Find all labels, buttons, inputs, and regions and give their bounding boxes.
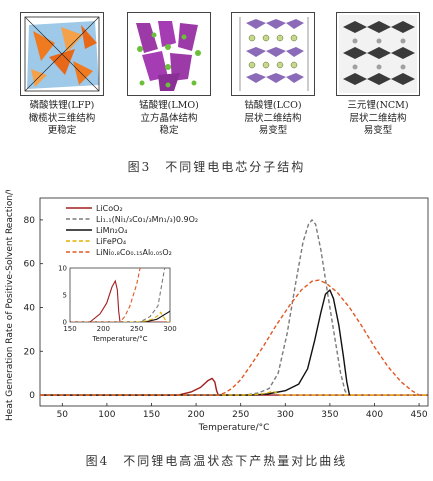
x-tick-label: 200 xyxy=(187,410,204,420)
lfp-name: 磷酸铁锂(LFP) xyxy=(29,100,95,111)
x-tick-label: 300 xyxy=(277,410,294,420)
x-tick-label: 50 xyxy=(57,410,69,420)
heat-generation-chart: 50 100 150 200 250 300 350 400 450020406080Tempe… xyxy=(5,190,429,433)
y-tick-label: 40 xyxy=(24,303,36,313)
x-tick-label: 250 xyxy=(232,410,249,420)
lmo-name: 锰酸锂(LMO) xyxy=(139,100,199,111)
inset-chart: 150 200 250 300 0 5 10 Temperature/°C xyxy=(58,264,177,346)
legend-label-3: LiFePO₄ xyxy=(96,237,126,246)
lfp-structure-image xyxy=(20,12,104,96)
inset-y-tick-label: 10 xyxy=(58,265,67,273)
lco-structure: 层状二维结构 xyxy=(244,112,302,124)
inset-x-axis-title: Temperature/°C xyxy=(91,335,147,343)
lmo-structure: 立方晶体结构 xyxy=(140,112,198,124)
inset-series-layer xyxy=(70,268,170,322)
x-tick-label: 400 xyxy=(366,410,383,420)
legend-label-0: LiCoO₂ xyxy=(96,204,123,213)
series-line-3 xyxy=(40,390,428,396)
lco-stability: 易变型 xyxy=(258,125,288,136)
structure-ncm: 三元锂(NCM) 层状二维结构 易变型 xyxy=(328,12,428,138)
lmo-stability: 稳定 xyxy=(159,125,179,136)
legend-label-2: LiMn₂O₄ xyxy=(96,226,127,235)
inset-x-tick-label: 150 xyxy=(63,325,76,333)
figure3-caption: 图3 不同锂电电芯分子结构 xyxy=(127,160,306,174)
x-tick-label: 350 xyxy=(321,410,338,420)
lco-structure-image xyxy=(231,12,315,96)
series-line-0 xyxy=(40,377,428,396)
y-tick-label: 0 xyxy=(29,391,35,401)
ncm-structure: 层状二维结构 xyxy=(349,112,407,124)
y-tick-label: 80 xyxy=(24,216,36,226)
x-tick-label: 100 xyxy=(98,410,115,420)
lfp-stability: 更稳定 xyxy=(47,125,77,136)
structure-lfp: 磷酸铁锂(LFP) 橄榄状三维结构 更稳定 xyxy=(12,12,112,138)
inset-series-line-0 xyxy=(70,279,170,322)
inset-series-line-3 xyxy=(70,311,170,322)
inset-x-tick-label: 250 xyxy=(130,325,143,333)
series-line-2 xyxy=(40,289,351,396)
inset-series-line-2 xyxy=(70,310,170,322)
series-layer xyxy=(40,219,428,396)
structures-row: 磷酸铁锂(LFP) 橄榄状三维结构 更稳定 xyxy=(0,0,433,150)
ncm-name: 三元锂(NCM) xyxy=(347,100,409,111)
lco-name: 钴酸锂(LCO) xyxy=(244,100,302,111)
chart-legend: LiCoO₂ Li₁.₁(Ni₁/₃Co₁/₃Mn₁/₃)0.9O₂ LiMn₂O₄… xyxy=(66,204,198,257)
series-line-1 xyxy=(40,219,349,396)
inset-y-tick-label: 5 xyxy=(63,292,67,300)
legend-label-4: LiNi₀.₈Co₀.₁₅Al₀.₀₅O₂ xyxy=(96,248,172,257)
y-tick-label: 20 xyxy=(24,347,36,357)
chart-axes: 50 100 150 200 250 300 350 400 450020406080Tempe… xyxy=(5,190,429,433)
y-tick-label: 60 xyxy=(24,260,36,270)
lfp-structure: 橄榄状三维结构 xyxy=(28,112,96,124)
series-line-4 xyxy=(40,279,420,396)
inset-x-tick-label: 200 xyxy=(97,325,110,333)
x-tick-label: 450 xyxy=(410,410,427,420)
inset-y-tick-label: 0 xyxy=(63,319,67,327)
structure-lco: 钴酸锂(LCO) 层状二维结构 易变型 xyxy=(223,12,323,138)
x-axis-title: Temperature/°C xyxy=(198,423,270,433)
ncm-stability: 易变型 xyxy=(363,125,393,136)
lmo-structure-image xyxy=(127,12,211,96)
y-axis-title: Heat Generation Rate of Positive-Solvent… xyxy=(5,190,15,421)
plot-frame xyxy=(39,197,429,407)
figure4-caption: 图4 不同锂电高温状态下产热量对比曲线 xyxy=(85,454,348,468)
structure-lmo: 锰酸锂(LMO) 立方晶体结构 稳定 xyxy=(119,12,219,138)
ncm-structure-image xyxy=(336,12,420,96)
x-tick-label: 150 xyxy=(143,410,160,420)
inset-x-tick-label: 300 xyxy=(163,325,176,333)
legend-label-1: Li₁.₁(Ni₁/₃Co₁/₃Mn₁/₃)0.9O₂ xyxy=(96,215,198,224)
